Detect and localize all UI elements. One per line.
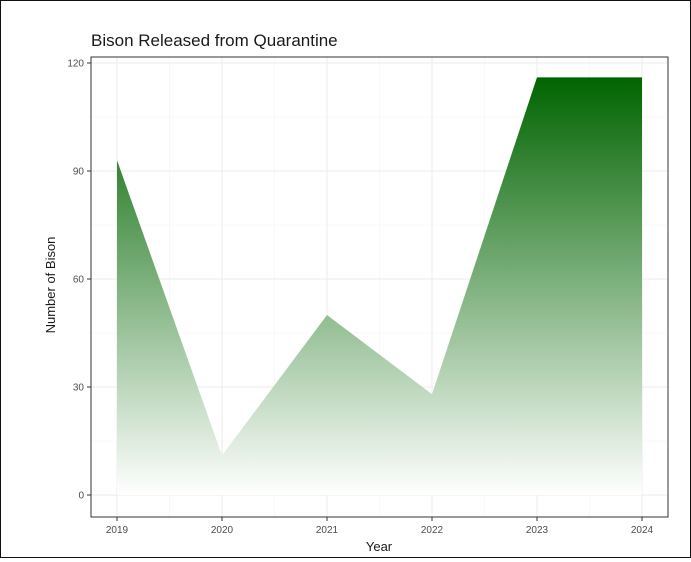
- y-axis: 0 30 60 90 120: [67, 59, 91, 502]
- area-layer: [117, 77, 642, 496]
- x-tick-label: 2019: [106, 525, 129, 536]
- chart-title: Bison Released from Quarantine: [91, 31, 338, 50]
- x-tick-label: 2020: [211, 525, 234, 536]
- x-tick-label: 2021: [316, 525, 339, 536]
- area-fill: [117, 77, 642, 496]
- x-axis-title: Year: [366, 539, 393, 554]
- y-tick-label: 30: [73, 383, 85, 394]
- x-tick-label: 2024: [631, 525, 654, 536]
- x-axis: 2019 2020 2021 2022 2023 2024: [106, 517, 654, 536]
- y-tick-label: 0: [78, 491, 84, 502]
- y-tick-label: 120: [67, 59, 84, 70]
- x-tick-label: 2022: [421, 525, 444, 536]
- x-tick-label: 2023: [526, 525, 549, 536]
- plot-panel: [90, 56, 669, 518]
- y-axis-title: Number of Bison: [43, 237, 58, 334]
- y-tick-label: 60: [73, 275, 85, 286]
- y-tick-label: 90: [73, 167, 85, 178]
